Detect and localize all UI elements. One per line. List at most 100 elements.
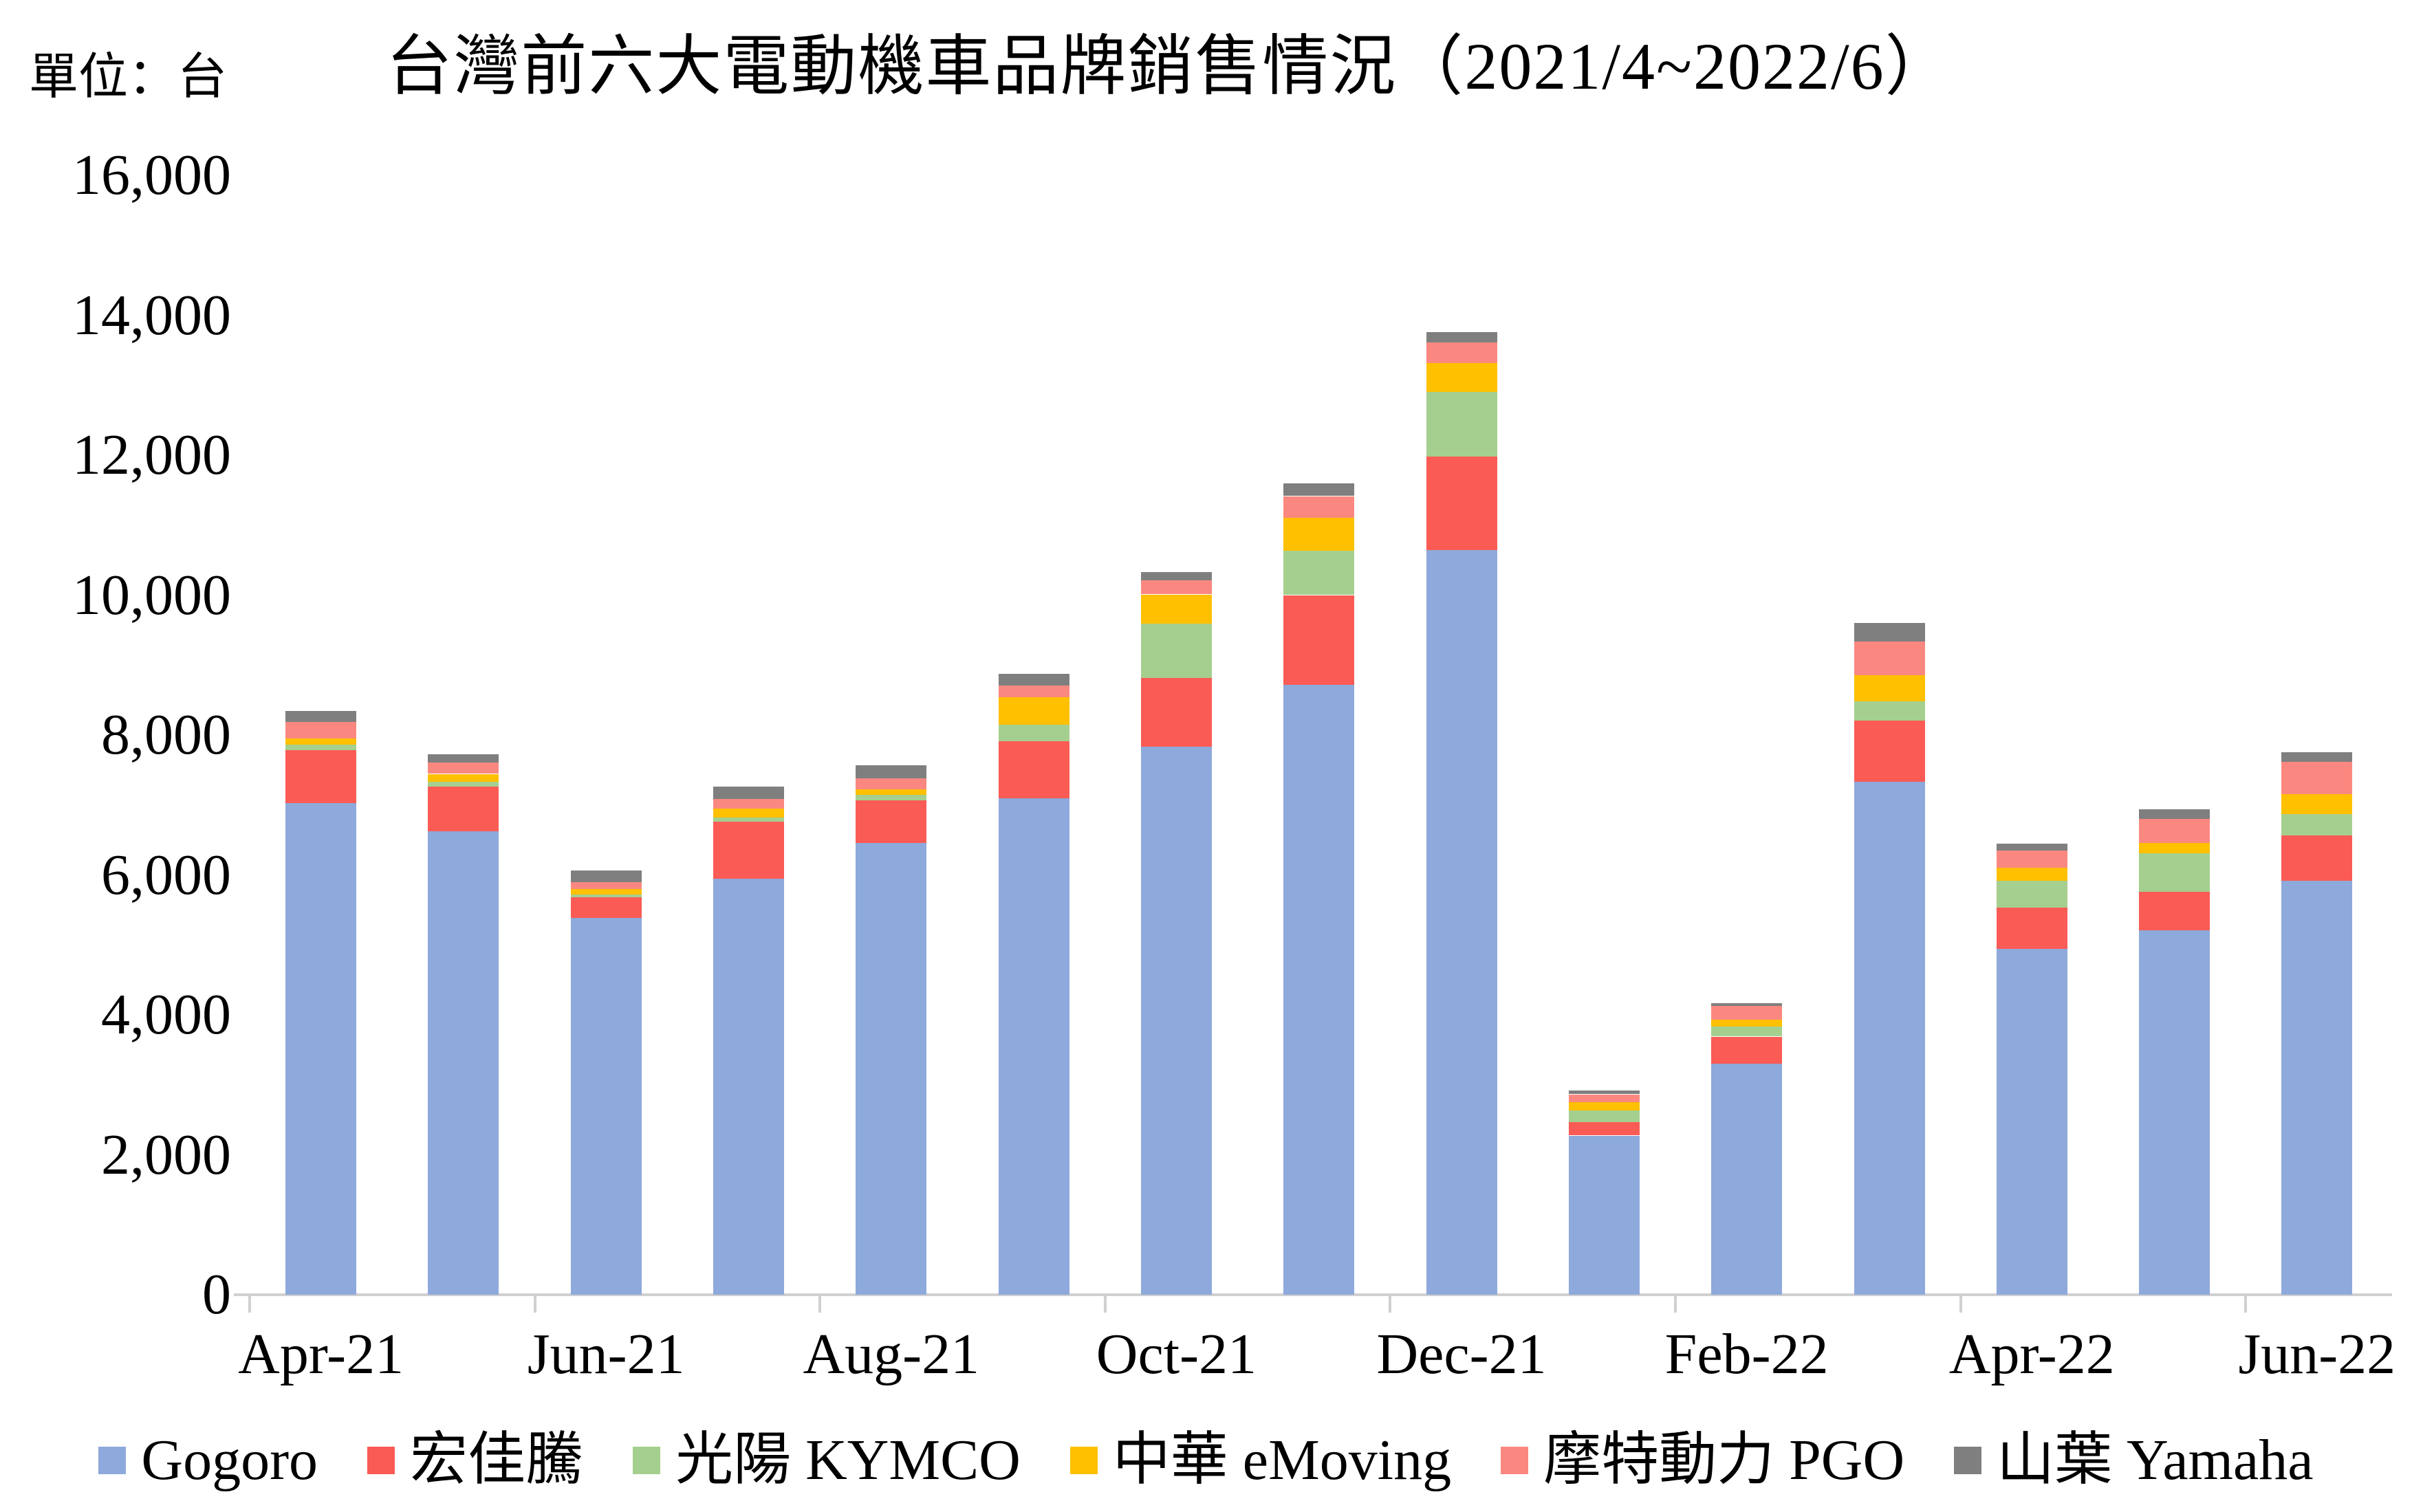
- legend: Gogoro 宏佳騰 光陽 KYMCO 中華 eMoving 摩特動力 PGO 山葉 Ya…: [0, 1432, 2412, 1489]
- bar-segment-中華 eMoving: [998, 697, 1069, 725]
- axis-tick: [818, 1295, 822, 1313]
- legend-swatch: [367, 1447, 395, 1474]
- bar-segment-光陽 KYMCO: [570, 895, 642, 898]
- bar-segment-山葉 Yamaha: [1426, 331, 1497, 343]
- axis-tick: [248, 1295, 251, 1313]
- bar-segment-摩特動力 PGO: [1854, 642, 1925, 675]
- bar-segment-山葉 Yamaha: [1854, 622, 1925, 642]
- bar-segment-山葉 Yamaha: [1568, 1091, 1640, 1095]
- bar-segment-光陽 KYMCO: [856, 795, 927, 801]
- bar-segment-宏佳騰: [1996, 907, 2067, 949]
- bar-segment-Gogoro: [1711, 1064, 1783, 1295]
- bar-segment-山葉 Yamaha: [713, 787, 785, 799]
- bar-segment-摩特動力 PGO: [856, 778, 927, 790]
- bar-segment-摩特動力 PGO: [713, 798, 785, 809]
- bar-segment-中華 eMoving: [1141, 594, 1212, 624]
- bar-segment-摩特動力 PGO: [428, 762, 499, 774]
- bar-segment-宏佳騰: [1283, 595, 1355, 685]
- bar-segment-光陽 KYMCO: [998, 725, 1069, 741]
- bar-segment-Gogoro: [1996, 948, 2067, 1295]
- bar-segment-中華 eMoving: [1426, 363, 1497, 392]
- unit-label: 單位：台: [29, 50, 228, 105]
- x-tick-label: Jun-21: [527, 1322, 685, 1386]
- legend-label: Gogoro: [141, 1428, 318, 1492]
- x-tick-label: Apr-22: [1948, 1322, 2115, 1386]
- bar-segment-山葉 Yamaha: [1711, 1003, 1783, 1007]
- x-tick-label: Oct-21: [1096, 1322, 1257, 1386]
- bar-segment-中華 eMoving: [428, 774, 499, 782]
- bar-segment-宏佳騰: [1568, 1122, 1640, 1136]
- bar-segment-Gogoro: [285, 802, 357, 1295]
- bar-segment-摩特動力 PGO: [1568, 1094, 1640, 1103]
- x-tick-label: Jun-22: [2238, 1322, 2396, 1386]
- bar-segment-摩特動力 PGO: [2139, 819, 2210, 844]
- x-axis-line: [234, 1293, 2392, 1296]
- legend-item: 摩特動力 PGO: [1501, 1432, 1904, 1489]
- bar-segment-中華 eMoving: [570, 888, 642, 895]
- y-tick-label: 16,000: [72, 143, 231, 207]
- y-tick-label: 10,000: [72, 562, 231, 627]
- bar-segment-中華 eMoving: [285, 738, 357, 745]
- bar-segment-宏佳騰: [1141, 678, 1212, 747]
- bar-segment-宏佳騰: [285, 749, 357, 803]
- bar-segment-光陽 KYMCO: [1996, 880, 2067, 908]
- legend-item: Gogoro: [98, 1432, 318, 1489]
- bar-segment-中華 eMoving: [1854, 675, 1925, 701]
- bar-segment-山葉 Yamaha: [2281, 752, 2353, 762]
- bar-segment-山葉 Yamaha: [998, 674, 1069, 686]
- bar-segment-Gogoro: [2139, 930, 2210, 1295]
- bar-segment-摩特動力 PGO: [1426, 342, 1497, 364]
- bar-segment-摩特動力 PGO: [1711, 1006, 1783, 1020]
- bar-segment-Gogoro: [570, 917, 642, 1295]
- bar-segment-摩特動力 PGO: [570, 881, 642, 889]
- x-tick-label: Feb-22: [1664, 1322, 1829, 1386]
- y-tick-label: 8,000: [101, 703, 231, 767]
- bar-segment-光陽 KYMCO: [1854, 701, 1925, 721]
- bar-segment-宏佳騰: [856, 800, 927, 843]
- bar-segment-Gogoro: [713, 879, 785, 1295]
- y-tick-label: 14,000: [72, 283, 231, 347]
- bar-segment-中華 eMoving: [1711, 1020, 1783, 1027]
- bar-segment-Gogoro: [1854, 782, 1925, 1295]
- bar-segment-摩特動力 PGO: [998, 685, 1069, 698]
- y-tick-label: 4,000: [101, 983, 231, 1047]
- bar-segment-宏佳騰: [713, 821, 785, 879]
- legend-label: 中華 eMoving: [1112, 1428, 1452, 1492]
- axis-tick: [1959, 1295, 1962, 1313]
- bar-segment-宏佳騰: [1426, 457, 1497, 551]
- axis-tick: [1103, 1295, 1107, 1313]
- y-tick-label: 6,000: [101, 842, 231, 907]
- legend-swatch: [633, 1447, 661, 1474]
- axis-tick: [2244, 1295, 2248, 1313]
- y-tick-label: 2,000: [101, 1122, 231, 1187]
- bar-segment-山葉 Yamaha: [2139, 809, 2210, 820]
- legend-label: 宏佳騰: [410, 1428, 584, 1492]
- x-tick-label: Aug-21: [803, 1322, 980, 1386]
- bar-segment-山葉 Yamaha: [1141, 572, 1212, 580]
- legend-item: 山葉 Yamaha: [1954, 1432, 2314, 1489]
- bar-segment-光陽 KYMCO: [2281, 813, 2353, 835]
- bar-segment-中華 eMoving: [2139, 843, 2210, 853]
- bar-segment-摩特動力 PGO: [1996, 851, 2067, 868]
- axis-tick: [1389, 1295, 1392, 1313]
- axis-tick: [1674, 1295, 1677, 1313]
- bar-segment-山葉 Yamaha: [428, 754, 499, 763]
- bar-segment-中華 eMoving: [1568, 1102, 1640, 1111]
- bar-segment-山葉 Yamaha: [1996, 843, 2067, 851]
- bar-segment-光陽 KYMCO: [428, 782, 499, 787]
- bar-segment-宏佳騰: [570, 897, 642, 918]
- bar-segment-光陽 KYMCO: [1568, 1110, 1640, 1123]
- bar-segment-摩特動力 PGO: [285, 722, 357, 739]
- legend-swatch: [98, 1447, 127, 1474]
- bar-segment-山葉 Yamaha: [285, 711, 357, 723]
- bar-segment-中華 eMoving: [856, 789, 927, 795]
- y-tick-label: 0: [202, 1262, 231, 1326]
- bar-segment-光陽 KYMCO: [1141, 624, 1212, 679]
- bar-segment-宏佳騰: [1711, 1036, 1783, 1064]
- bar-segment-中華 eMoving: [1996, 868, 2067, 881]
- bar-segment-宏佳騰: [428, 786, 499, 831]
- legend-swatch: [1069, 1447, 1098, 1474]
- legend-item: 光陽 KYMCO: [633, 1432, 1021, 1489]
- bar-segment-Gogoro: [998, 798, 1069, 1295]
